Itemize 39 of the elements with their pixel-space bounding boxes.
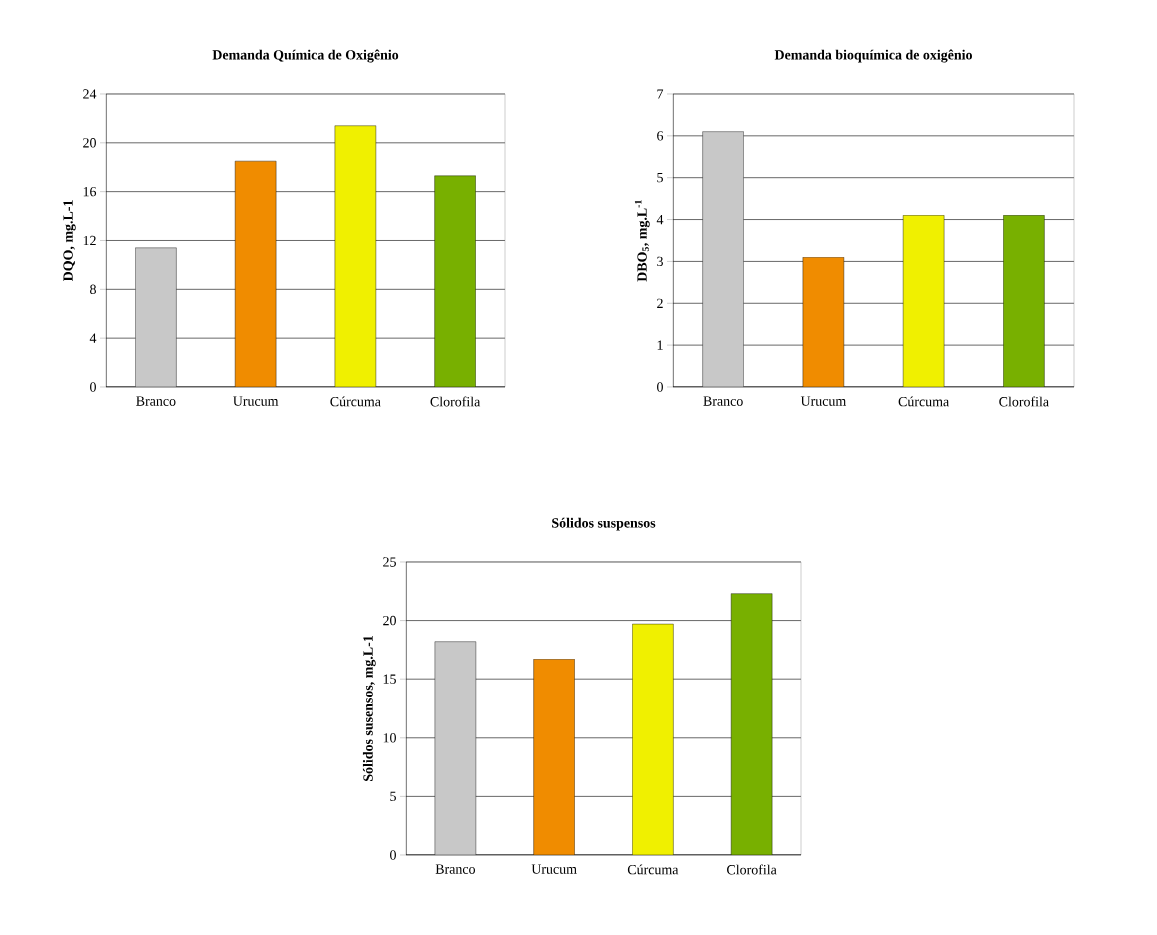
y-tick-label: 0 bbox=[657, 382, 663, 392]
y-tick-label: 24 bbox=[83, 89, 97, 99]
x-tick-label: Cúrcuma bbox=[330, 396, 381, 407]
y-axis-title: DBO$_{5}$, mg.L$^{-1}$ bbox=[634, 200, 650, 282]
y-tick-label: 4 bbox=[89, 333, 97, 343]
y-tick-label: 1 bbox=[657, 340, 663, 350]
x-tick-label: Branco bbox=[703, 396, 743, 406]
x-tick-label: Cúrcuma bbox=[627, 864, 679, 875]
y-tick-label: 5 bbox=[657, 173, 663, 183]
y-tick-label: 10 bbox=[383, 733, 396, 743]
chart-title: Sólidos suspensos bbox=[552, 517, 656, 531]
x-tick-label: Urucum bbox=[531, 864, 577, 874]
x-tick-label: Urucum bbox=[233, 396, 279, 406]
x-tick-label: Branco bbox=[435, 864, 475, 874]
y-tick-label: 8 bbox=[90, 284, 96, 295]
x-tick-label: Clorofila bbox=[430, 396, 481, 407]
y-tick-label: 20 bbox=[83, 138, 96, 148]
y-tick-label: 20 bbox=[383, 615, 396, 626]
x-tick-label: Clorofila bbox=[999, 396, 1049, 407]
y-tick-label: 3 bbox=[657, 256, 663, 267]
y-tick-label: 0 bbox=[90, 382, 96, 392]
x-tick-label: Urucum bbox=[800, 396, 847, 406]
y-tick-label: 25 bbox=[383, 557, 396, 567]
y-tick-label: 0 bbox=[390, 850, 396, 860]
y-tick-label: 6 bbox=[657, 131, 664, 141]
y-tick-label: 2 bbox=[657, 298, 663, 308]
chart-title: Demanda Química de Oxigênio bbox=[212, 49, 399, 63]
y-tick-label: 12 bbox=[83, 235, 96, 246]
y-tick-label: 7 bbox=[657, 89, 664, 99]
y-tick-label: 5 bbox=[390, 791, 396, 802]
y-tick-label: 16 bbox=[83, 186, 97, 197]
x-tick-label: Cúrcuma bbox=[898, 396, 950, 407]
x-tick-label: Clorofila bbox=[727, 864, 777, 875]
y-axis-title: DQO, mg.L-1 bbox=[63, 200, 76, 282]
y-axis-title: Sólidos susensos, mg.L-1 bbox=[362, 635, 376, 781]
y-tick-label: 15 bbox=[383, 674, 396, 684]
chart-title: Demanda bioquímica de oxigênio bbox=[774, 49, 972, 63]
y-tick-label: 4 bbox=[656, 214, 664, 225]
x-tick-label: Branco bbox=[136, 396, 176, 406]
